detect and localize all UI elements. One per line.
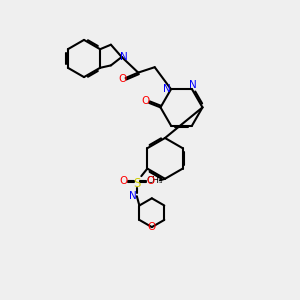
Text: CH₃: CH₃ xyxy=(146,176,163,185)
Text: O: O xyxy=(148,222,156,232)
Text: O: O xyxy=(141,96,149,106)
Text: O: O xyxy=(146,176,154,186)
Text: O: O xyxy=(119,176,128,186)
Text: N: N xyxy=(120,52,128,62)
Text: N: N xyxy=(129,191,137,201)
Text: N: N xyxy=(163,84,171,94)
Text: N: N xyxy=(189,80,196,90)
Text: S: S xyxy=(133,177,140,190)
Text: O: O xyxy=(118,74,126,85)
